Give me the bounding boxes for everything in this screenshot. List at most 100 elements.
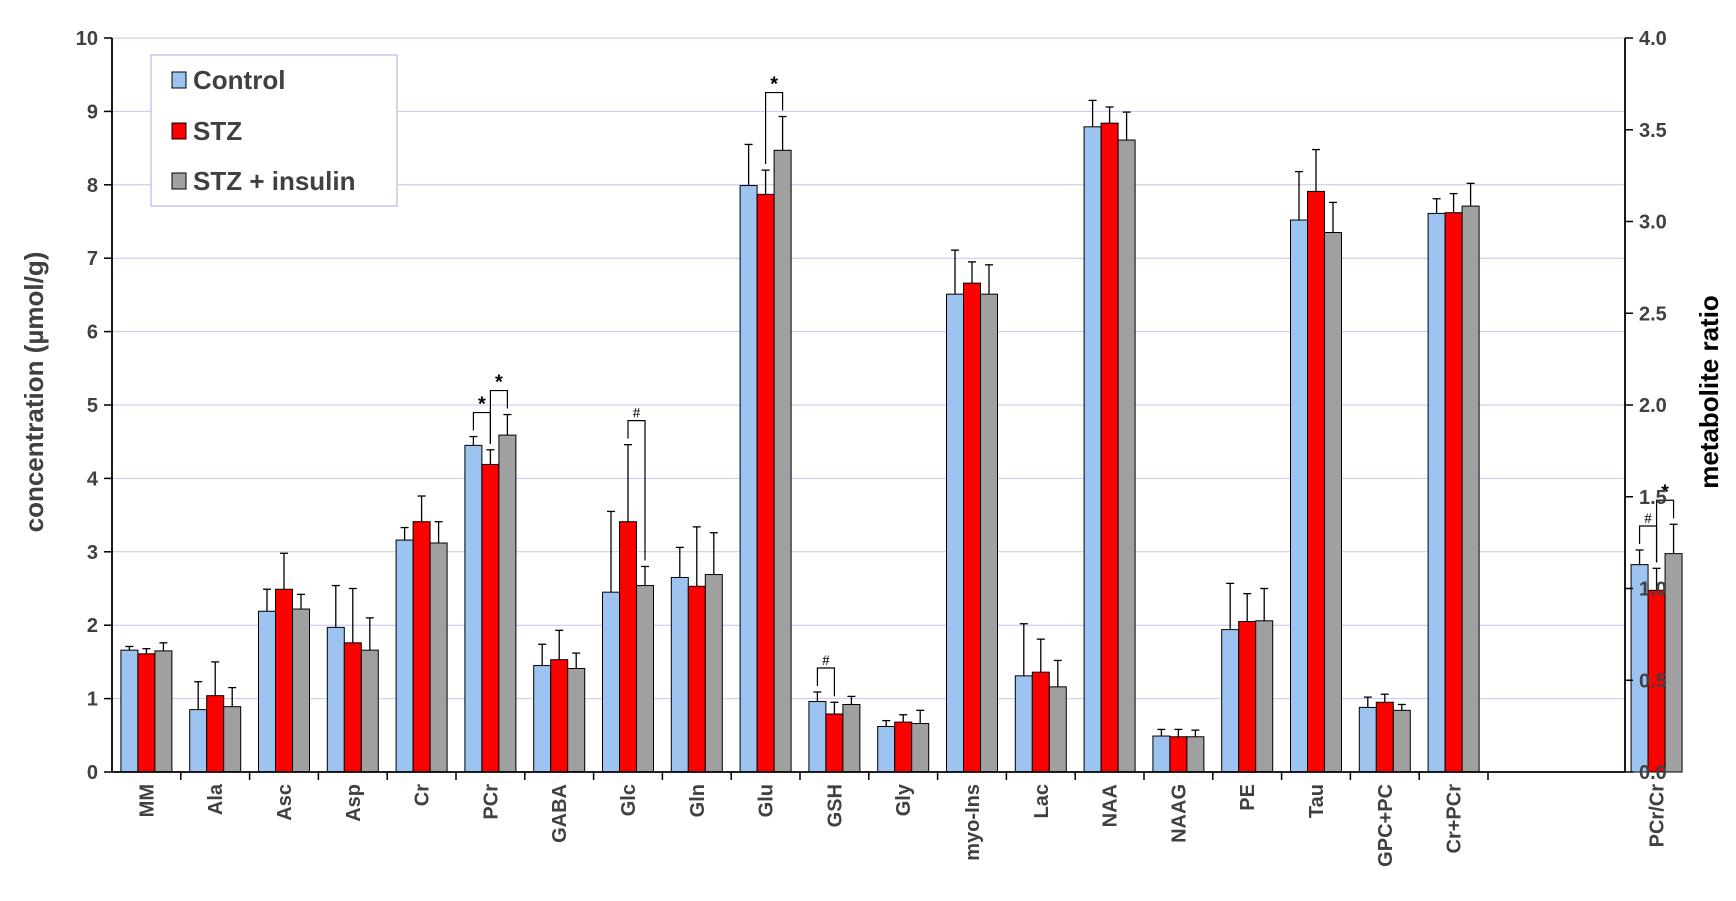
x-tick-label: Asc — [274, 784, 296, 821]
bar-stz-gln — [687, 585, 706, 773]
bar-stz-asp — [343, 642, 362, 773]
bar-control-gln — [670, 576, 689, 773]
x-tick-label: GSH — [824, 784, 846, 827]
bar-control-glu — [739, 185, 758, 773]
bar-stz-glc — [619, 521, 637, 773]
x-tick-label: PCr — [480, 784, 502, 820]
bar-control-gaba — [533, 665, 552, 773]
bar-control-glc — [602, 591, 620, 773]
legend-swatch-stz — [171, 122, 187, 140]
bar-stz-insulin-glu — [773, 149, 792, 773]
legend-item-stz: STZ — [171, 116, 242, 146]
bar-control-cr — [395, 539, 414, 773]
y2-tick-label: 2.0 — [1639, 395, 1667, 417]
y-tick-labels: 0 1 2 3 4 5 6 7 8 9 10 — [76, 28, 99, 784]
significance-mark: # — [822, 653, 830, 669]
x-tick-label: Gln — [687, 784, 709, 817]
y2-tick-label: 1.0 — [1639, 579, 1667, 601]
bar-stz-gsh — [825, 713, 844, 773]
legend-swatch-control — [171, 71, 187, 89]
x-tick-label: Cr — [412, 784, 434, 806]
y-axis-title: concentration (µmol/g) — [19, 252, 49, 533]
bar-control-cr-pcr — [1427, 212, 1446, 773]
bar-stz-insulin-asc — [292, 608, 310, 773]
legend-label-stz: STZ — [193, 116, 242, 146]
bar-stz-insulin-cr-pcr — [1461, 205, 1480, 773]
x-tick-label: Glc — [618, 784, 640, 816]
y2-tick-label: 3.5 — [1639, 120, 1667, 142]
y2-tick-label: 0.0 — [1639, 762, 1667, 784]
legend-box — [150, 54, 398, 207]
legend: Control STZ STZ + insulin — [150, 54, 398, 207]
y-tick-label: 5 — [87, 395, 98, 417]
x-tick-label: Glu — [756, 784, 778, 817]
significance-mark: * — [495, 372, 503, 394]
bar-stz-gaba — [550, 659, 569, 773]
y-tick-label: 8 — [87, 175, 98, 197]
bar-control-pe — [1221, 629, 1240, 773]
bar-stz-insulin-gaba — [567, 668, 586, 773]
x-tick-labels: MM Ala Asc Asp Cr PCr GABA Glc Gln Glu GSH Gly myo-I… — [136, 783, 1668, 867]
x-tick-label: Ala — [205, 783, 227, 815]
x-tick-label: GPC+PC — [1375, 784, 1397, 867]
bar-stz-insulin-naag — [1186, 736, 1205, 773]
y2-tick-label: 0.5 — [1639, 670, 1667, 692]
bar-stz-lac — [1031, 671, 1050, 773]
bar-control-gly — [877, 725, 896, 773]
y-tick-label: 1 — [87, 689, 98, 711]
bar-stz-gly — [894, 721, 913, 773]
y2-tick-label: 4.0 — [1639, 28, 1667, 50]
y2-axis-title: metabolite ratio — [1694, 295, 1724, 489]
bar-stz-insulin-mm — [154, 650, 173, 773]
y2-tick-label: 3.0 — [1639, 212, 1667, 234]
bar-stz-mm — [137, 653, 156, 773]
bar-stz-insulin-naa — [1117, 139, 1136, 773]
y-tick-label: 6 — [87, 322, 98, 344]
bar-stz-insulin-pcr-cr — [1664, 553, 1683, 773]
y-tick-label: 2 — [87, 615, 98, 637]
bar-stz-insulin-lac — [1048, 686, 1067, 773]
bar-stz-tau — [1307, 190, 1325, 773]
error-bars — [125, 99, 1678, 737]
bar-control-lac — [1014, 675, 1033, 773]
significance-bracket — [816, 667, 835, 697]
x-tick-label: Cr+PCr — [1444, 784, 1466, 854]
y2-tick-label: 2.5 — [1639, 303, 1667, 325]
x-tick-label: Gly — [893, 783, 915, 816]
significance-mark: * — [478, 394, 486, 416]
bar-stz-insulin-gsh — [842, 703, 861, 773]
significance-bracket — [627, 420, 646, 561]
significance-mark: # — [1644, 511, 1652, 527]
bar-control-asc — [258, 610, 276, 773]
y2-tick-label: 1.5 — [1639, 487, 1667, 509]
y-tick-label: 0 — [87, 762, 98, 784]
bar-stz-pcr — [481, 463, 500, 773]
gridlines — [112, 37, 1625, 700]
bar-stz-pe — [1238, 621, 1257, 773]
significance-mark: * — [1661, 481, 1669, 503]
bar-control-gpc-pc — [1358, 706, 1377, 773]
significance-bracket — [1638, 525, 1658, 563]
y-tick-label: 7 — [87, 248, 98, 270]
bar-control-pcr — [464, 444, 483, 773]
x-tick-label: MM — [136, 784, 158, 817]
bar-control-tau — [1290, 219, 1308, 773]
x-tick-label: PCr/Cr — [1647, 784, 1669, 848]
x-tick-label: GABA — [549, 784, 571, 843]
significance-bracket — [765, 91, 784, 165]
y-tick-label: 10 — [76, 28, 98, 50]
bar-stz-cr-pcr — [1444, 212, 1463, 773]
bar-stz-insulin-glc — [636, 585, 654, 773]
bar-stz-naa — [1100, 122, 1119, 773]
bar-stz-insulin-asp — [360, 649, 379, 773]
y-tick-label: 9 — [87, 101, 98, 123]
bar-stz-insulin-cr — [429, 542, 448, 773]
legend-item-stz-insulin: STZ + insulin — [171, 166, 356, 196]
bar-stz-insulin-ala — [223, 706, 242, 773]
bar-stz-insulin-gly — [911, 723, 930, 773]
y-tick-label: 4 — [87, 468, 99, 490]
legend-item-control: Control — [171, 65, 285, 95]
bar-stz-cr — [412, 521, 431, 773]
bar-control-asp — [326, 626, 345, 773]
